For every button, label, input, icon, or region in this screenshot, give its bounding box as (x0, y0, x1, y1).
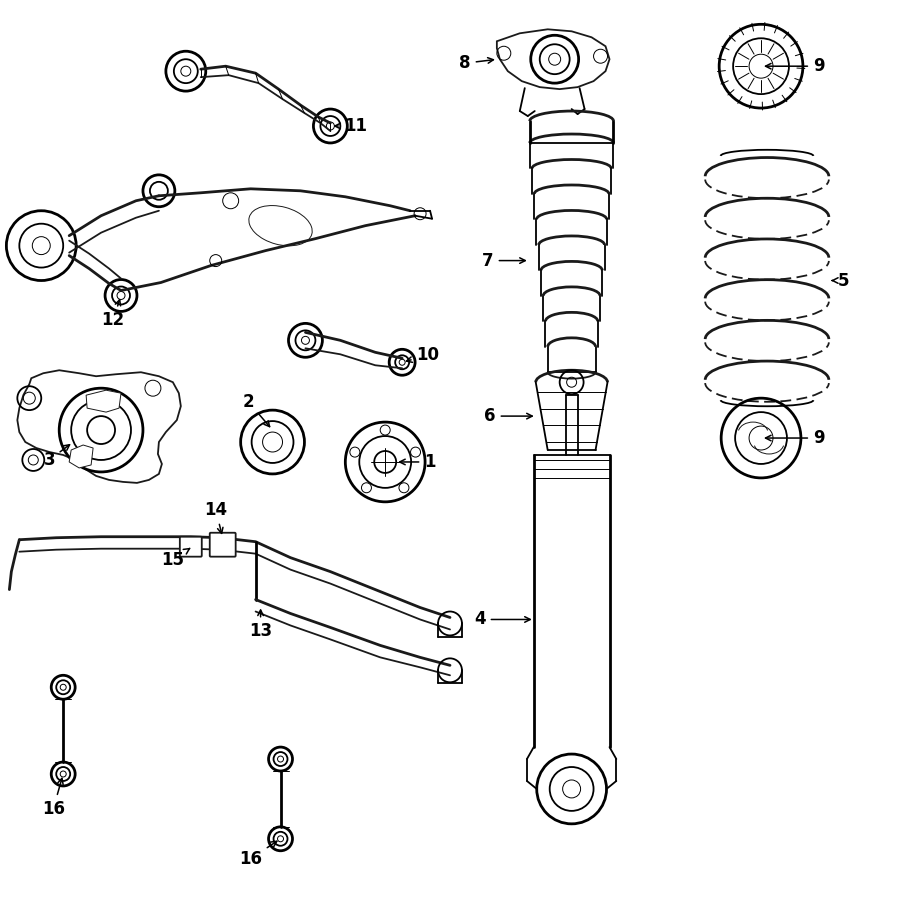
Text: 14: 14 (204, 501, 228, 533)
Text: 8: 8 (459, 54, 493, 72)
Text: 13: 13 (249, 610, 272, 640)
Text: 16: 16 (41, 779, 65, 818)
Polygon shape (69, 445, 93, 468)
Text: 6: 6 (484, 407, 532, 425)
Text: 10: 10 (407, 346, 439, 364)
FancyBboxPatch shape (180, 537, 202, 556)
Text: 3: 3 (43, 445, 69, 469)
Text: 4: 4 (474, 610, 530, 628)
Text: 15: 15 (161, 548, 190, 569)
Text: 16: 16 (239, 841, 277, 868)
Text: 12: 12 (102, 299, 124, 329)
Text: 1: 1 (400, 453, 436, 471)
Text: 7: 7 (482, 252, 526, 270)
Circle shape (59, 388, 143, 472)
FancyBboxPatch shape (210, 533, 236, 556)
Text: 9: 9 (766, 58, 824, 76)
Text: 2: 2 (243, 393, 270, 427)
Text: 11: 11 (335, 117, 367, 135)
Text: 5: 5 (832, 271, 850, 289)
Polygon shape (86, 390, 121, 412)
Text: 9: 9 (766, 429, 824, 447)
